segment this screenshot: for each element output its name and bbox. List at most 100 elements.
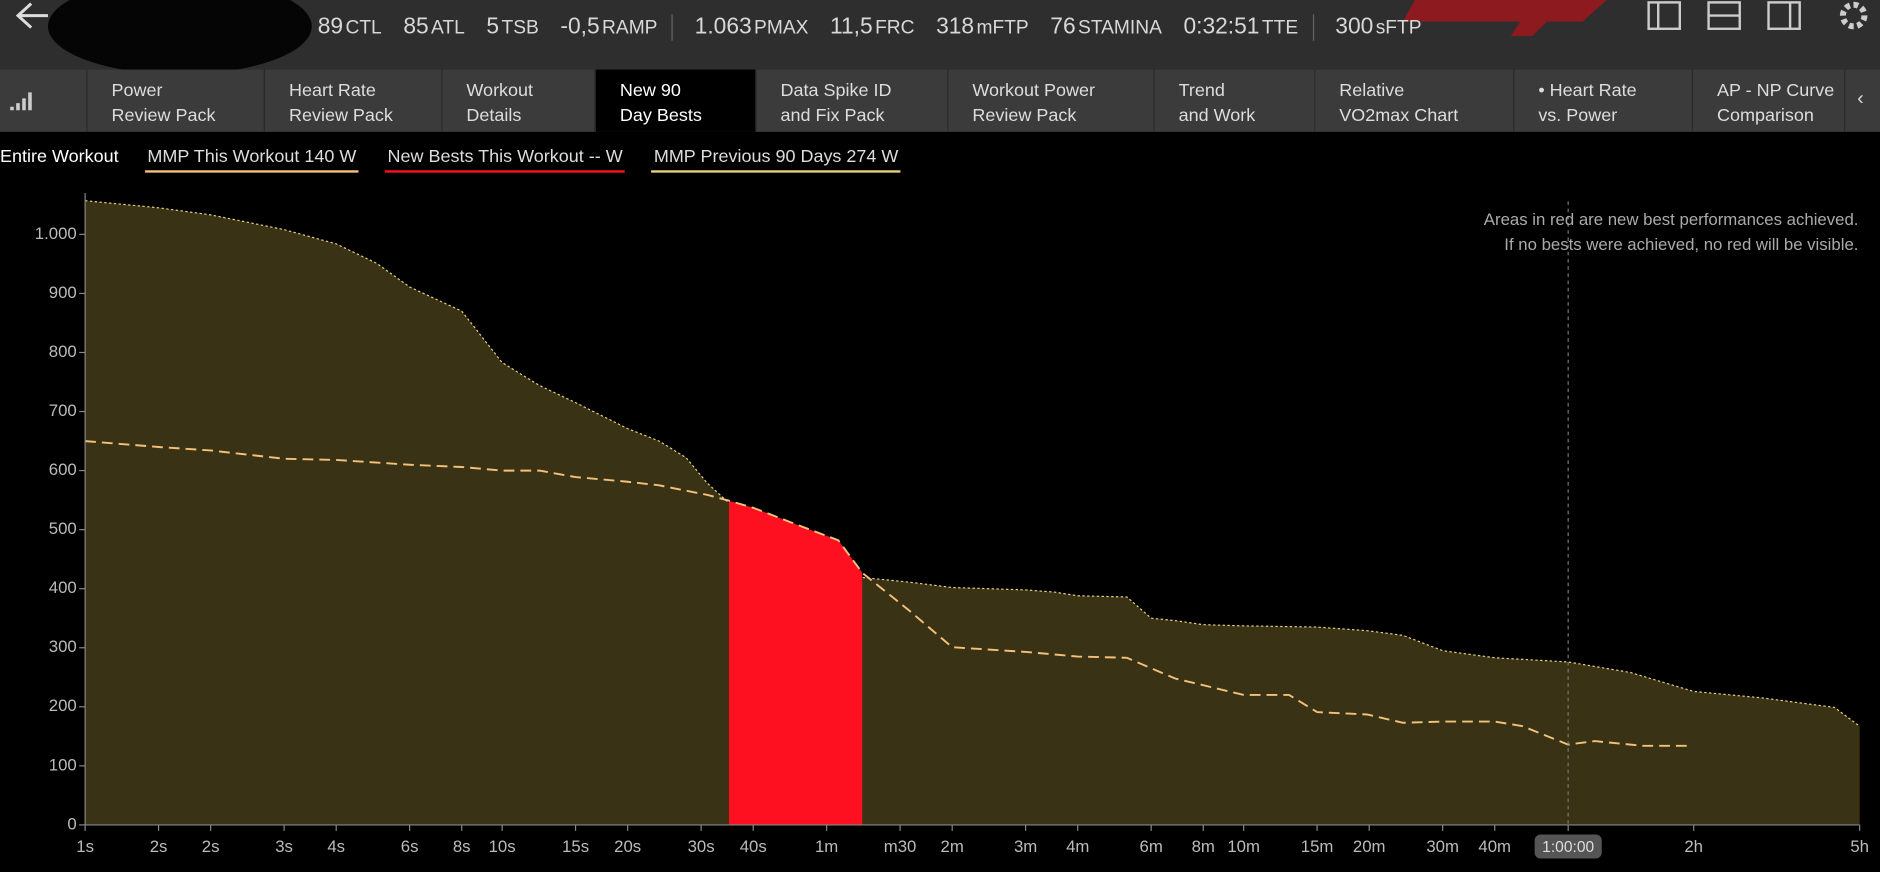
x-tick-label: 4s (327, 837, 345, 856)
metric-value: 85 (403, 14, 429, 40)
y-tick-label: 800 (49, 342, 77, 361)
tab-label: Data Spike ID (780, 80, 892, 101)
tab-label: Workout (466, 80, 534, 101)
x-tick-label: 30m (1426, 837, 1459, 856)
metric-unit: TSB (501, 17, 539, 39)
x-tick-label: 3s (275, 837, 293, 856)
tab[interactable]: Power Review Pack (86, 69, 263, 132)
x-tick-label: 2m (941, 837, 964, 856)
tab[interactable]: New 90 Day Bests (594, 69, 756, 132)
tab-label: and Fix Pack (780, 105, 885, 126)
bar-icon (10, 92, 32, 111)
metric: 11,5 FRC (830, 14, 914, 40)
tab-label: New 90 (619, 80, 681, 101)
settings-icon[interactable] (1839, 1, 1868, 30)
x-tick-label: m30 (884, 837, 917, 856)
y-tick-label: 700 (49, 401, 77, 420)
annotation: If no bests were achieved, no red will b… (1504, 235, 1858, 254)
metric-value: 1.063 (694, 14, 752, 40)
metric-unit: PMAX (754, 17, 809, 39)
y-tick-label: 1.000 (35, 224, 77, 243)
tab[interactable]: Heart Rate Review Pack (263, 69, 441, 132)
tab-label: Review Pack (111, 105, 216, 126)
legend-entry: MMP Previous 90 Days 274 W (651, 146, 901, 173)
metric-value: 5 (486, 14, 500, 40)
x-tick-label: 15m (1301, 837, 1334, 856)
layout-icon-1[interactable] (1647, 1, 1681, 30)
area (85, 200, 1860, 825)
tab-label: Day Bests (619, 105, 702, 126)
x-tick-label: 20m (1353, 837, 1386, 856)
tab-label: Trend (1178, 80, 1225, 101)
x-tick-label: 1m (815, 837, 838, 856)
x-tick-label: 20s (614, 837, 641, 856)
metric: 1.063 PMAX (695, 14, 809, 40)
x-tick-label: 1:00:00 (1542, 839, 1594, 856)
x-tick-label: 2s (150, 837, 168, 856)
tab-label: Review Pack (288, 105, 393, 126)
tab[interactable]: Trend and Work (1153, 69, 1314, 132)
metric-value: 318 (936, 14, 975, 40)
annotation: Areas in red are new best performances a… (1484, 210, 1859, 229)
metric: 300 sFTP (1335, 14, 1421, 40)
tab-label: • Heart Rate (1538, 80, 1637, 101)
tab-scroll[interactable]: ‹ (1844, 69, 1880, 132)
layout-icon-3[interactable] (1767, 1, 1801, 30)
x-tick-label: 8s (453, 837, 471, 856)
tab[interactable]: Workout Details (441, 69, 594, 132)
area (728, 500, 863, 825)
tab[interactable]: Workout Power Review Pack (947, 69, 1153, 132)
x-tick-label: 3m (1014, 837, 1037, 856)
tab[interactable]: AP - NP Curve Comparison (1691, 69, 1844, 132)
tab[interactable]: • Heart Rate vs. Power (1513, 69, 1692, 132)
bar-icon-bars (10, 92, 32, 111)
y-tick-label: 900 (49, 283, 77, 302)
x-tick-label: 6s (401, 837, 419, 856)
tab-label: Workout Power (972, 80, 1096, 101)
x-tick-label: 1s (76, 837, 94, 856)
metric: 76 STAMINA (1050, 14, 1162, 40)
back-arrow[interactable] (15, 2, 48, 29)
metric: 89 CTL (318, 14, 382, 40)
tab-label: Relative (1339, 80, 1405, 101)
metrics: 89 CTL 85 ATL 5 TSB -0,5 RAMP 1.063 PMAX 11,5 FRC 31… (318, 0, 1443, 41)
metric: 0:32:51 TTE (1183, 14, 1314, 41)
x-tick-label: 2h (1684, 837, 1703, 856)
legend: Entire Workout MMP This Workout 140 W New… (0, 146, 901, 173)
x-tick-label: 40m (1478, 837, 1511, 856)
x-tick-label: 15s (562, 837, 589, 856)
y-tick-label: 300 (49, 637, 77, 656)
y-tick-label: 600 (49, 460, 77, 479)
tab[interactable]: Data Spike ID and Fix Pack (755, 69, 947, 132)
tab-label: Review Pack (972, 105, 1077, 126)
redacted-blob (47, 0, 312, 70)
x-tick-label: 10m (1227, 837, 1260, 856)
legend-entry: MMP This Workout 140 W (145, 146, 359, 173)
tab[interactable]: Relative VO2max Chart (1314, 69, 1513, 132)
y-tick-label: 200 (49, 696, 77, 715)
metric-unit: TTE (1261, 17, 1299, 39)
x-tick-label: 6m (1140, 837, 1163, 856)
x-tick-label: 40s (740, 837, 767, 856)
tab-label: Heart Rate (288, 80, 376, 101)
metric-value: 89 (317, 14, 344, 40)
metric: 85 ATL (403, 14, 465, 40)
x-tick-label: 30s (688, 837, 715, 856)
tab-label: AP - NP Curve (1716, 80, 1835, 101)
tab-label: vs. Power (1538, 105, 1618, 126)
metric-unit: STAMINA (1078, 17, 1162, 39)
tab-label: and Work (1178, 105, 1256, 126)
chart-icon-tab[interactable] (0, 70, 86, 132)
area-edge (85, 200, 1861, 727)
metric-value: 0:32:51 (1183, 14, 1260, 40)
metric-value: -0,5 (560, 14, 600, 40)
cursor-label-box (1534, 834, 1602, 859)
y-tick-label: 400 (49, 578, 77, 597)
metric-unit: FRC (875, 17, 915, 39)
metric: -0,5 RAMP (560, 14, 674, 41)
x-tick-label: 4m (1066, 837, 1089, 856)
tab-bar: Power Review Pack Heart Rate Review Pack Wor… (0, 69, 1880, 132)
line (85, 440, 1689, 747)
